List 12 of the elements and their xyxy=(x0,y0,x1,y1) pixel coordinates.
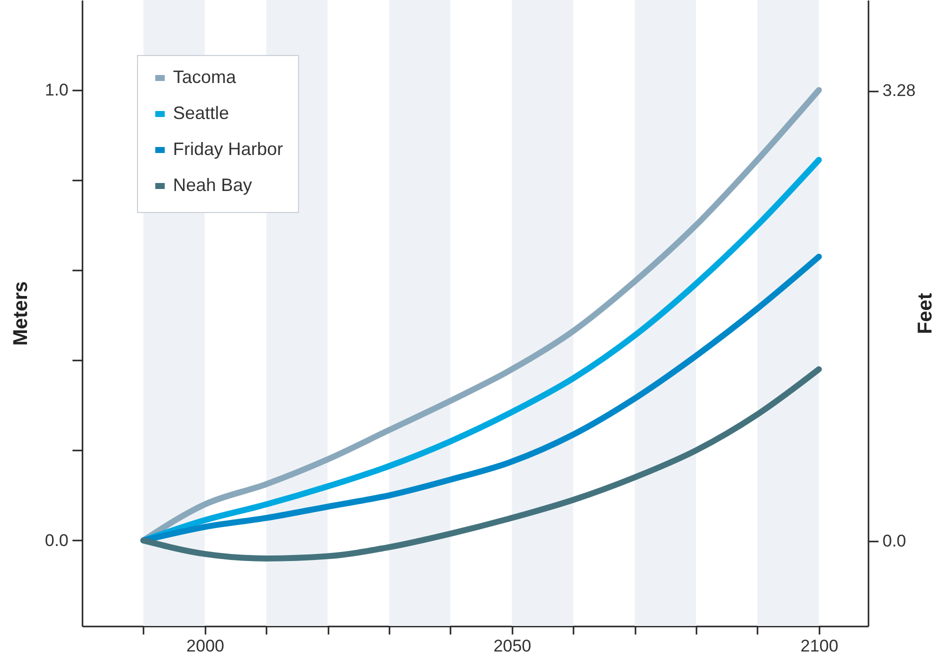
legend-label: Friday Harbor xyxy=(173,139,284,159)
legend-label: Neah Bay xyxy=(173,175,252,195)
y2-tick-label: 3.28 xyxy=(882,81,916,100)
x-tick-label: 2050 xyxy=(493,636,532,656)
legend-label: Seattle xyxy=(173,103,230,123)
y-axis-title: Meters xyxy=(10,281,32,346)
x-tick-label: 2000 xyxy=(186,636,224,656)
y-tick-label: 1.0 xyxy=(44,80,68,100)
legend-label: Tacoma xyxy=(173,67,238,87)
x-tick-label: 2100 xyxy=(800,636,838,656)
y2-axis-title: Feet xyxy=(914,292,937,334)
y2-tick-label: 0.0 xyxy=(882,531,906,550)
